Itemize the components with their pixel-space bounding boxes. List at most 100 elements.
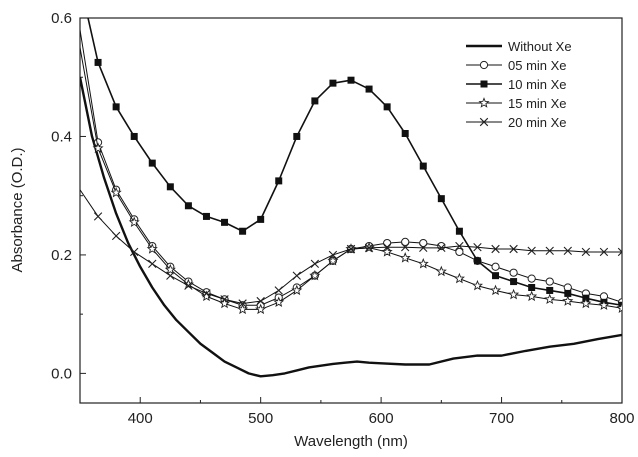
- data-point: [618, 301, 622, 309]
- data-point: [327, 255, 339, 266]
- data-point: [130, 132, 138, 140]
- data-point: [526, 290, 538, 302]
- data-point: [255, 303, 267, 315]
- series-line: [80, 76, 622, 378]
- x-tick-label: 500: [248, 410, 273, 427]
- data-point: [164, 263, 176, 275]
- data-point: [453, 272, 465, 284]
- data-point: [184, 281, 193, 290]
- data-point: [528, 284, 536, 291]
- data-point: [237, 303, 249, 315]
- data-point: [580, 297, 592, 309]
- data-point: [455, 247, 464, 257]
- y-axis: 0.0 0.2 0.4 0.6: [51, 10, 86, 382]
- data-point: [417, 257, 429, 269]
- legend-label: 20 min Xe: [508, 115, 567, 130]
- x-axis-title: Wavelength (nm): [294, 433, 408, 450]
- data-point: [148, 159, 156, 167]
- data-point: [419, 243, 428, 253]
- data-point: [273, 296, 285, 308]
- data-point: [111, 231, 121, 241]
- data-point: [329, 79, 337, 87]
- data-point: [148, 259, 157, 268]
- data-point: [480, 80, 488, 88]
- y-tick-label: 0.6: [51, 10, 72, 27]
- data-point: [491, 244, 500, 254]
- data-point: [508, 288, 520, 300]
- data-point: [437, 195, 445, 203]
- data-point: [509, 244, 518, 254]
- series-5: [80, 189, 622, 308]
- data-point: [527, 274, 536, 283]
- x-tick-label: 700: [489, 410, 514, 427]
- legend-label: 10 min Xe: [508, 77, 567, 92]
- data-point: [310, 259, 320, 268]
- data-point: [311, 97, 319, 105]
- y-tick-label: 0.4: [51, 128, 72, 145]
- data-point: [401, 130, 409, 137]
- data-point: [257, 215, 265, 223]
- data-point: [274, 286, 283, 295]
- data-point: [93, 212, 103, 221]
- data-point: [346, 244, 356, 254]
- x-axis: 400 500 600 700 800: [79, 397, 635, 427]
- y-tick-label: 0.2: [51, 247, 72, 264]
- data-point: [435, 265, 447, 277]
- data-point: [381, 246, 393, 257]
- plot-frame: [79, 17, 623, 404]
- y-tick-label: 0.0: [51, 365, 72, 382]
- x-tick-label: 600: [369, 410, 394, 427]
- data-point: [598, 299, 610, 310]
- data-point: [292, 271, 301, 280]
- data-point: [509, 268, 518, 277]
- data-point: [328, 250, 338, 260]
- data-point: [382, 243, 392, 252]
- legend-label: 15 min Xe: [508, 96, 567, 111]
- data-point: [399, 252, 411, 263]
- series-layer: [80, 18, 622, 378]
- data-point: [184, 202, 192, 210]
- data-point: [221, 218, 229, 226]
- data-point: [479, 60, 489, 70]
- data-point: [437, 243, 446, 253]
- y-axis-title: Absorbance (O.D.): [9, 147, 26, 272]
- x-tick-label: 800: [609, 410, 634, 427]
- data-point: [309, 269, 321, 281]
- data-point: [238, 299, 247, 308]
- data-point: [617, 247, 622, 257]
- data-point: [110, 186, 122, 198]
- data-point: [479, 117, 489, 127]
- data-point: [94, 58, 102, 66]
- data-point: [527, 246, 536, 255]
- data-point: [562, 295, 574, 306]
- data-point: [166, 271, 175, 280]
- series-1: [80, 76, 622, 378]
- data-point: [256, 296, 265, 306]
- data-point: [383, 238, 392, 248]
- data-point: [564, 289, 572, 297]
- data-point: [581, 247, 591, 257]
- data-point: [492, 272, 500, 280]
- data-point: [455, 227, 463, 235]
- data-point: [544, 293, 556, 305]
- data-point: [293, 132, 301, 140]
- data-point: [599, 247, 609, 257]
- data-point: [510, 278, 518, 286]
- data-point: [291, 284, 303, 296]
- legend-label: Without Xe: [508, 39, 572, 54]
- data-point: [473, 243, 482, 252]
- data-point: [128, 216, 140, 228]
- data-point: [545, 277, 554, 286]
- data-point: [455, 241, 464, 251]
- data-point: [239, 227, 247, 235]
- data-point: [112, 103, 120, 111]
- data-point: [364, 243, 374, 253]
- data-point: [546, 286, 554, 294]
- series-3: [87, 18, 622, 309]
- data-point: [347, 76, 355, 84]
- legend: Without Xe 05 min Xe 10 min Xe 15 min Xe 20 …: [466, 39, 572, 130]
- data-point: [202, 212, 210, 220]
- data-point: [383, 103, 391, 111]
- data-point: [220, 295, 229, 304]
